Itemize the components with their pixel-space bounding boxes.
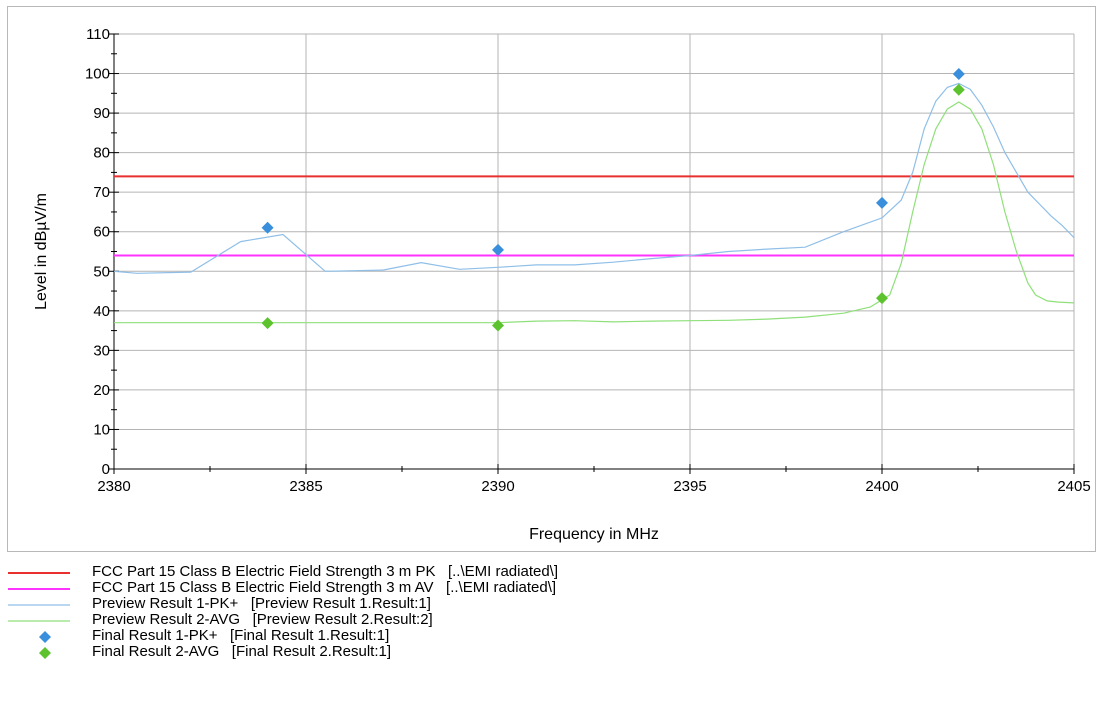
y-tick-label: 60 xyxy=(93,224,110,241)
y-tick-label: 70 xyxy=(93,184,110,201)
legend-source: [..\EMI radiated\] xyxy=(446,579,557,596)
series-group xyxy=(114,82,1074,324)
data-point-final-result-2-avg xyxy=(261,317,274,330)
x-axis-title: Frequency in MHz xyxy=(529,526,659,543)
legend-label: FCC Part 15 Class B Electric Field Stren… xyxy=(92,579,434,596)
y-tick-label: 110 xyxy=(86,26,110,43)
data-point-final-result-2-avg xyxy=(492,319,504,332)
x-tick-label: 2385 xyxy=(289,478,322,495)
y-tick-label: 50 xyxy=(93,263,110,280)
legend-swatch-final-pk xyxy=(39,631,51,643)
y-tick-label: 0 xyxy=(102,461,110,478)
y-tick-label: 40 xyxy=(93,303,110,320)
x-tick-label: 2405 xyxy=(1057,478,1090,495)
legend-item-preview-avg: Preview Result 2-AVG [Preview Result 2.R… xyxy=(0,611,900,629)
data-point-final-result-1-pk xyxy=(876,196,888,209)
x-tick-label: 2395 xyxy=(673,478,706,495)
legend-swatch-final-avg xyxy=(39,647,51,659)
y-tick-label: 100 xyxy=(85,66,110,83)
legend-item-final-avg: Final Result 2-AVG [Final Result 2.Resul… xyxy=(0,643,900,661)
legend-label: Final Result 1-PK+ xyxy=(92,627,218,644)
series-line-preview-result-1-pk xyxy=(114,82,1074,274)
legend-label: Final Result 2-AVG xyxy=(92,643,220,660)
legend-label: Preview Result 1-PK+ xyxy=(92,595,239,612)
legend-label: Preview Result 2-AVG xyxy=(92,611,241,628)
y-tick-label: 20 xyxy=(93,382,110,399)
data-point-final-result-1-pk xyxy=(492,243,504,256)
chart-frame: 0 10 20 30 40 50 60 70 80 90 100 110 2380 2385 2390 239… xyxy=(7,6,1096,552)
chart-plot: 0 10 20 30 40 50 60 70 80 90 100 110 2380 2385 2390 239… xyxy=(33,26,1091,543)
data-point-final-result-2-avg xyxy=(876,292,888,305)
legend-marker xyxy=(39,647,51,659)
x-tick-label: 2390 xyxy=(481,478,514,495)
legend-marker xyxy=(39,631,51,643)
legend-swatch-pk-limit xyxy=(8,572,70,574)
legend-source: [Final Result 2.Result:1] xyxy=(231,643,392,660)
legend-swatch-preview-pk xyxy=(8,604,70,606)
legend-item-pk-limit: FCC Part 15 Class B Electric Field Stren… xyxy=(0,563,900,581)
legend-item-av-limit: FCC Part 15 Class B Electric Field Stren… xyxy=(0,579,900,597)
y-axis-title: Level in dBµV/m xyxy=(33,193,50,310)
legend-source: [Preview Result 1.Result:1] xyxy=(250,595,431,612)
series-line-preview-result-2-avg xyxy=(114,101,1074,324)
legend-item-final-pk: Final Result 1-PK+ [Final Result 1.Resul… xyxy=(0,627,900,645)
legend-label: FCC Part 15 Class B Electric Field Stren… xyxy=(92,563,436,580)
data-point-final-result-1-pk xyxy=(952,67,965,80)
legend-source: [Final Result 1.Result:1] xyxy=(230,627,390,644)
legend-item-preview-pk: Preview Result 1-PK+ [Preview Result 1.R… xyxy=(0,595,900,613)
x-tick-label: 2380 xyxy=(97,478,130,495)
legend-swatch-preview-avg xyxy=(8,620,70,622)
legend-source: [..\EMI radiated\] xyxy=(447,563,559,580)
y-tick-label: 80 xyxy=(93,145,110,162)
data-point-final-result-2-avg xyxy=(952,83,965,96)
y-tick-label: 30 xyxy=(93,342,110,359)
legend-swatch-av-limit xyxy=(8,588,70,590)
x-tick-label: 2400 xyxy=(865,478,898,495)
y-tick-label: 90 xyxy=(93,105,110,122)
data-point-final-result-1-pk xyxy=(261,221,274,234)
legend-source: [Preview Result 2.Result:2] xyxy=(252,611,433,628)
y-tick-label: 10 xyxy=(93,421,110,438)
